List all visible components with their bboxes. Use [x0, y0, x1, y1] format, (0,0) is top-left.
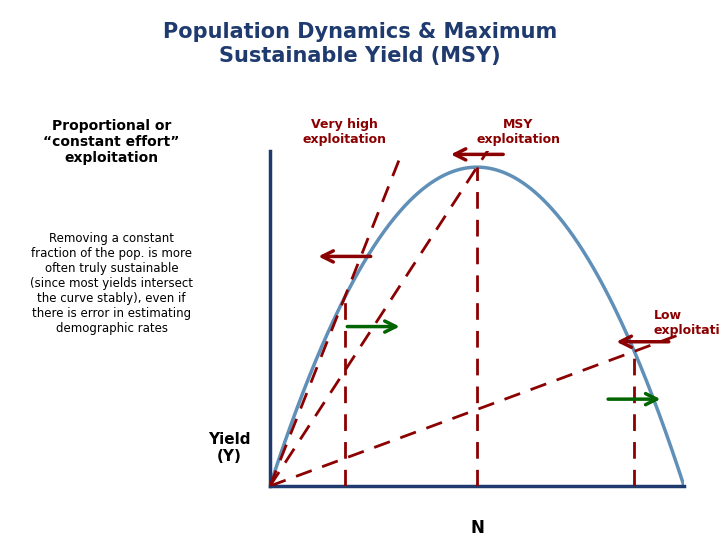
Text: Very high
exploitation: Very high exploitation — [302, 118, 387, 146]
Text: Low
exploitation: Low exploitation — [654, 309, 720, 337]
Text: N: N — [470, 519, 484, 537]
Text: Yield
(Y): Yield (Y) — [208, 431, 251, 464]
Text: Proportional or
“constant effort”
exploitation: Proportional or “constant effort” exploi… — [43, 119, 180, 165]
Text: Population Dynamics & Maximum
Sustainable Yield (MSY): Population Dynamics & Maximum Sustainabl… — [163, 22, 557, 66]
Text: MSY
exploitation: MSY exploitation — [477, 118, 560, 146]
Text: Removing a constant
fraction of the pop. is more
often truly sustainable
(since : Removing a constant fraction of the pop.… — [30, 232, 193, 335]
